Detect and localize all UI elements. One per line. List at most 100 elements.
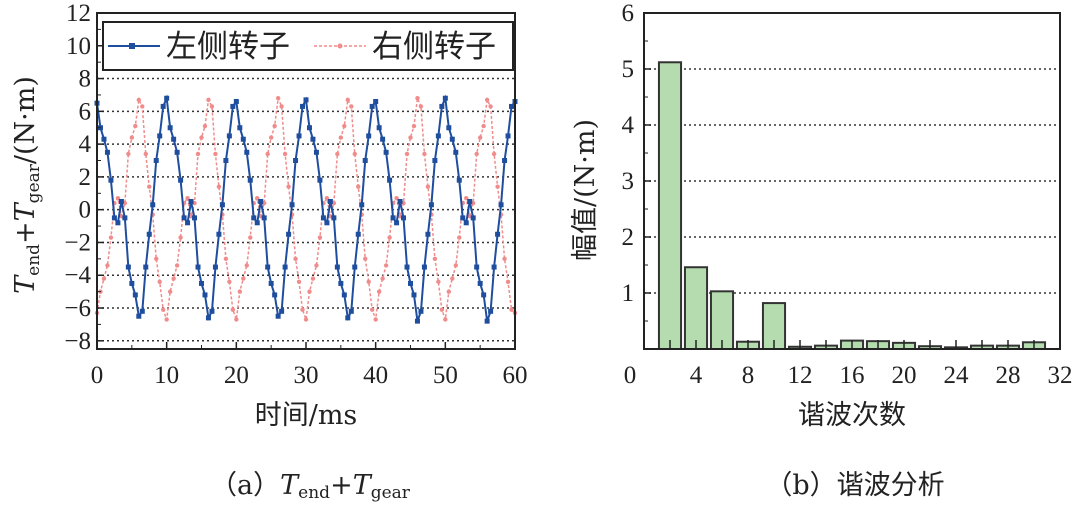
right-x-tick-label: 12: [788, 362, 813, 389]
left-rotor-point: [425, 231, 431, 237]
left-rotor-point: [282, 264, 288, 270]
left-rotor-point: [132, 292, 138, 298]
legend-label-right-rotor: 右侧转子: [372, 29, 496, 65]
right-rotor-point: [209, 104, 215, 109]
right-rotor-point: [366, 279, 371, 284]
left-y-tick-label: −6: [64, 295, 91, 322]
right-rotor-point: [244, 263, 249, 268]
left-rotor-point: [167, 125, 173, 131]
right-rotor-point: [432, 256, 438, 262]
right-rotor-point: [199, 135, 204, 140]
right-rotor-point: [206, 97, 211, 103]
left-rotor-point: [505, 133, 511, 139]
right-rotor-point: [265, 151, 270, 157]
right-rotor-point: [282, 151, 288, 157]
right-rotor-point: [167, 289, 173, 294]
left-rotor-point: [104, 149, 110, 155]
right-x-tick-label: 28: [996, 362, 1021, 389]
left-rotor-point: [460, 215, 466, 221]
left-series: [94, 94, 518, 324]
right-rotor-point: [457, 235, 462, 240]
left-rotor-point: [359, 202, 365, 208]
left-rotor-point: [237, 125, 243, 131]
right-rotor-point: [314, 263, 319, 268]
left-x-tick-label: 50: [433, 362, 458, 389]
right-rotor-point: [272, 123, 277, 129]
left-rotor-point: [129, 280, 135, 286]
left-rotor-point: [324, 220, 330, 226]
left-rotor-point: [401, 215, 407, 221]
left-rotor-point: [362, 158, 368, 164]
right-rotor-point: [481, 123, 486, 129]
right-rotor-point: [491, 151, 497, 157]
right-rotor-point: [178, 235, 183, 240]
left-rotor-point: [463, 220, 469, 226]
left-rotor-point: [341, 292, 347, 298]
left-rotor-point: [380, 136, 386, 142]
right-rotor-point: [268, 135, 274, 140]
right-y-tick-label: 2: [622, 224, 635, 251]
right-x-tick-label: 32: [1048, 362, 1073, 389]
left-x-tick-label: 10: [154, 362, 179, 389]
right-rotor-point: [474, 151, 479, 157]
left-rotor-point: [209, 308, 215, 314]
right-rotor-point: [415, 96, 420, 101]
right-rotor-point: [439, 307, 445, 312]
left-rotor-point: [261, 215, 267, 221]
left-rotor-point: [199, 280, 204, 286]
legend-marker-right-rotor: [337, 43, 343, 49]
left-rotor-point: [484, 318, 490, 324]
left-rotor-point: [303, 97, 309, 103]
right-x-axis-title: 谐波次数: [798, 400, 906, 431]
right-rotor-point: [223, 256, 229, 262]
right-y-tick-label: 1: [622, 280, 635, 307]
right-rotor-point: [303, 317, 309, 322]
left-rotor-point: [160, 103, 166, 109]
right-rotor-point: [195, 151, 201, 157]
right-rotor-point: [317, 235, 323, 240]
right-rotor-point: [230, 307, 236, 312]
left-rotor-point: [502, 158, 508, 164]
left-rotor-point: [481, 292, 487, 298]
left-rotor-point: [279, 308, 285, 314]
right-rotor-point: [376, 289, 382, 294]
left-y-tick-label: 4: [79, 131, 92, 158]
right-rotor-point: [502, 256, 507, 262]
right-rotor-point: [363, 256, 368, 262]
left-rotor-point: [139, 308, 145, 314]
left-rotor-point: [192, 215, 198, 221]
left-rotor-point: [373, 99, 379, 105]
left-rotor-point: [313, 149, 319, 155]
left-rotor-point: [268, 280, 274, 286]
left-rotor-point: [369, 103, 375, 109]
left-rotor-point: [477, 280, 483, 286]
right-rotor-point: [202, 123, 208, 129]
left-rotor-point: [428, 202, 434, 208]
left-rotor-point: [411, 292, 417, 298]
right-y-tick-label: 6: [622, 0, 635, 27]
left-rotor-point: [449, 136, 455, 142]
left-rotor-point: [171, 136, 177, 142]
left-x-tick-label: 60: [503, 362, 528, 389]
left-rotor-point: [408, 280, 413, 286]
right-x-tick-label: 16: [840, 362, 865, 389]
left-rotor-point: [348, 308, 354, 314]
right-rotor-point: [275, 96, 281, 101]
left-rotor-point: [185, 220, 191, 226]
left-y-tick-label: 0: [79, 197, 92, 224]
left-rotor-point: [320, 215, 326, 221]
left-rotor-point: [118, 198, 124, 204]
left-panel-caption: （a）Tend+Tgear: [210, 470, 411, 503]
right-rotor-point: [296, 279, 302, 284]
left-rotor-point: [491, 264, 497, 270]
right-rotor-point: [213, 151, 218, 157]
left-rotor-point: [195, 264, 201, 270]
left-rotor-point: [439, 103, 445, 109]
left-rotor-point: [296, 133, 302, 139]
harmonic-bar: [683, 266, 709, 350]
left-rotor-point: [474, 264, 480, 270]
right-bars: [657, 61, 1047, 351]
left-rotor-point: [188, 198, 194, 204]
